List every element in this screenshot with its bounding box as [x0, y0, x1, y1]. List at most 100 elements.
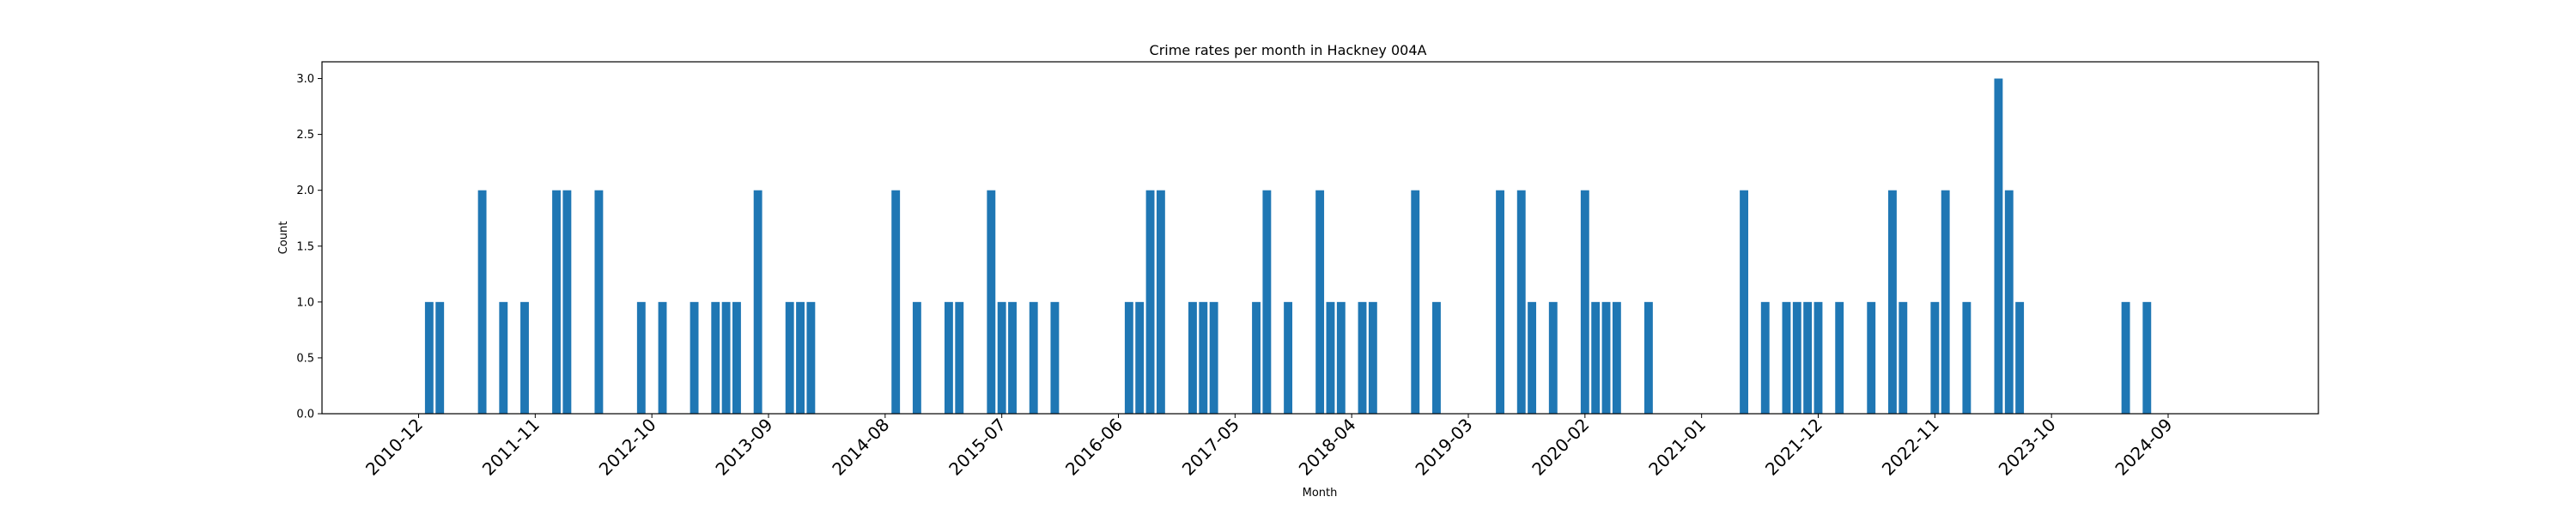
bar-2017-08 — [1262, 190, 1272, 414]
bar-2016-08 — [1135, 301, 1145, 414]
y-tick-label: 1.0 — [296, 296, 314, 309]
bars-group — [424, 78, 2152, 415]
bar-2013-04 — [711, 301, 720, 414]
bar-2019-11 — [1548, 301, 1558, 414]
bar-2022-11 — [1930, 301, 1940, 414]
y-tick-label: 0.5 — [296, 352, 314, 365]
bar-2021-09 — [1782, 301, 1791, 414]
x-tick-label: 2017-05 — [1178, 415, 1243, 480]
bar-2024-07 — [2142, 301, 2152, 414]
bar-2018-12 — [1432, 301, 1441, 414]
bar-2016-07 — [1124, 301, 1133, 414]
bar-2014-01 — [806, 301, 816, 414]
bar-2013-02 — [690, 301, 699, 414]
bar-2020-03 — [1591, 301, 1601, 414]
x-tick-label: 2024-09 — [2111, 415, 2176, 480]
bar-2021-07 — [1760, 301, 1770, 414]
x-tick-label: 2020-02 — [1528, 415, 1593, 480]
x-tick-label: 2021-12 — [1761, 415, 1826, 480]
y-axis: 0.0 0.5 1.0 1.5 2.0 2.5 3.0 — [296, 73, 322, 421]
bar-2013-06 — [732, 301, 741, 414]
bar-2012-09 — [636, 301, 646, 414]
y-tick-label: 1.5 — [296, 240, 314, 253]
bar-2016-10 — [1156, 190, 1165, 414]
x-tick-label: 2018-04 — [1295, 415, 1360, 480]
plot-frame — [321, 61, 2319, 415]
bar-2020-08 — [1643, 301, 1653, 414]
bar-2017-03 — [1209, 301, 1218, 414]
x-tick-label: 2014-08 — [828, 415, 893, 480]
bar-2013-05 — [721, 301, 731, 414]
bar-2011-06 — [477, 190, 487, 414]
bar-2023-07 — [2015, 301, 2025, 414]
bar-2011-02 — [435, 301, 445, 414]
bar-2023-06 — [2004, 190, 2014, 414]
bar-2021-11 — [1803, 301, 1813, 414]
bar-2017-10 — [1284, 301, 1293, 414]
y-tick-label: 2.5 — [296, 129, 314, 142]
bar-2016-09 — [1145, 190, 1155, 414]
bar-2022-08 — [1899, 301, 1908, 414]
bar-2020-04 — [1601, 301, 1611, 414]
bar-2023-05 — [1994, 78, 2003, 415]
bar-2019-06 — [1496, 190, 1504, 414]
bar-2013-11 — [785, 301, 794, 414]
bar-2013-12 — [796, 301, 805, 414]
bar-2011-10 — [520, 301, 529, 414]
bar-2022-05 — [1867, 301, 1876, 414]
bar-2015-10 — [1029, 301, 1038, 414]
bar-2017-01 — [1188, 301, 1197, 414]
x-axis-label: Month — [1303, 487, 1338, 500]
bar-2012-02 — [562, 190, 572, 414]
bar-2015-12 — [1050, 301, 1060, 414]
bar-2021-05 — [1740, 190, 1748, 414]
bar-2017-07 — [1252, 301, 1261, 414]
x-tick-label: 2021-01 — [1644, 415, 1710, 480]
bar-2018-05 — [1358, 301, 1367, 414]
bar-2018-06 — [1368, 301, 1377, 414]
x-tick-label: 2016-06 — [1061, 415, 1127, 480]
bar-2015-08 — [1008, 301, 1017, 414]
y-tick-label: 3.0 — [296, 73, 314, 86]
bar-2018-03 — [1336, 301, 1346, 414]
y-tick-label: 2.0 — [296, 185, 314, 197]
y-tick-label: 0.0 — [296, 409, 314, 421]
x-tick-label: 2023-10 — [1995, 415, 2060, 480]
bar-2015-07 — [997, 301, 1006, 414]
x-tick-label: 2011-11 — [478, 415, 544, 480]
bar-2015-06 — [987, 190, 996, 414]
x-tick-label: 2013-09 — [711, 415, 776, 480]
bar-2015-03 — [955, 301, 964, 414]
bar-2013-08 — [753, 190, 762, 414]
x-tick-label: 2012-10 — [595, 415, 660, 480]
bar-2017-02 — [1199, 301, 1208, 414]
bar-2019-08 — [1516, 190, 1526, 414]
bar-2022-12 — [1941, 190, 1950, 414]
bar-2020-05 — [1612, 301, 1621, 414]
x-tick-label: 2015-07 — [945, 415, 1010, 480]
bar-2011-08 — [499, 301, 508, 414]
bar-2015-02 — [944, 301, 953, 414]
bar-2012-05 — [594, 190, 604, 414]
bar-2014-09 — [891, 190, 901, 414]
x-tick-label: 2019-03 — [1411, 415, 1476, 480]
bar-2021-10 — [1792, 301, 1801, 414]
x-tick-label: 2022-11 — [1878, 415, 1943, 480]
bar-2024-05 — [2121, 301, 2130, 414]
bar-2014-11 — [912, 301, 921, 414]
bar-2018-01 — [1315, 190, 1325, 414]
bar-2021-12 — [1814, 301, 1823, 414]
bar-2012-01 — [552, 190, 561, 414]
bar-2018-02 — [1326, 301, 1335, 414]
bar-2019-09 — [1528, 301, 1537, 414]
bar-2020-02 — [1580, 190, 1589, 414]
chart-title: Crime rates per month in Hackney 004A — [1150, 42, 1427, 58]
x-axis: 2010-12 2011-11 2012-10 2013-09 2014-08 2015-… — [361, 414, 2177, 480]
y-axis-label: Count — [277, 221, 290, 255]
bar-2012-11 — [658, 301, 667, 414]
bar-2018-10 — [1411, 190, 1420, 414]
x-tick-label: 2010-12 — [361, 415, 427, 480]
bar-2023-02 — [1962, 301, 1971, 414]
bar-2022-02 — [1835, 301, 1844, 414]
